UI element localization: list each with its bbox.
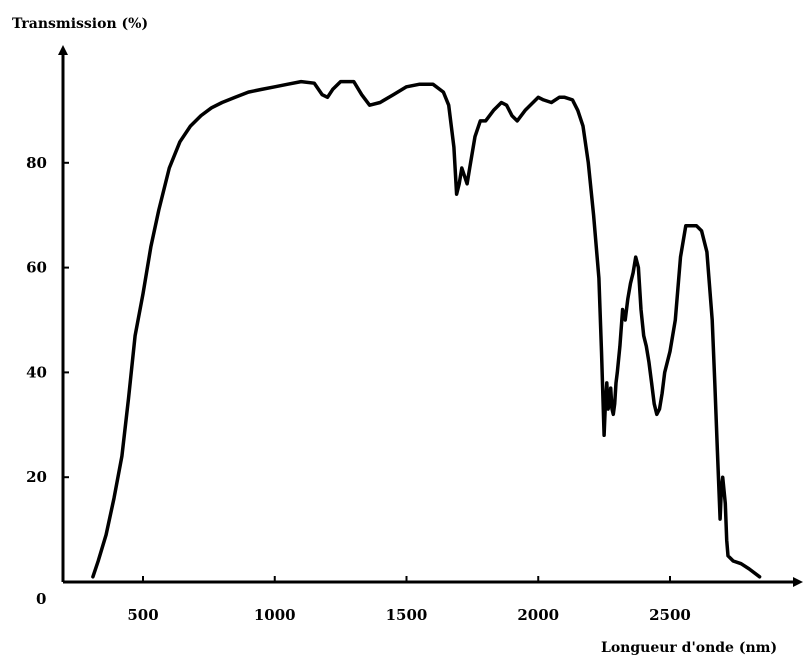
x-tick-label-1500: 1500	[386, 606, 428, 624]
series-line-1	[91, 79, 762, 579]
x-tick-label-1000: 1000	[254, 606, 296, 624]
x-tick-label-2500: 2500	[649, 606, 691, 624]
origin-label: 0	[36, 590, 46, 608]
x-tick-label-500: 500	[127, 606, 158, 624]
y-tick-label-80: 80	[26, 154, 47, 172]
axis-ticks: 500 1000 1500 2000 2500 20 40 60 80	[26, 154, 691, 624]
x-tick-label-2000: 2000	[517, 606, 559, 624]
series-layer	[91, 79, 762, 579]
y-tick-label-40: 40	[26, 363, 47, 381]
x-axis-title: Longueur d'onde (nm)	[601, 640, 777, 656]
y-tick-label-20: 20	[26, 468, 47, 486]
y-axis-title: Transmission (%)	[12, 16, 148, 32]
y-tick-label-60: 60	[26, 259, 47, 277]
